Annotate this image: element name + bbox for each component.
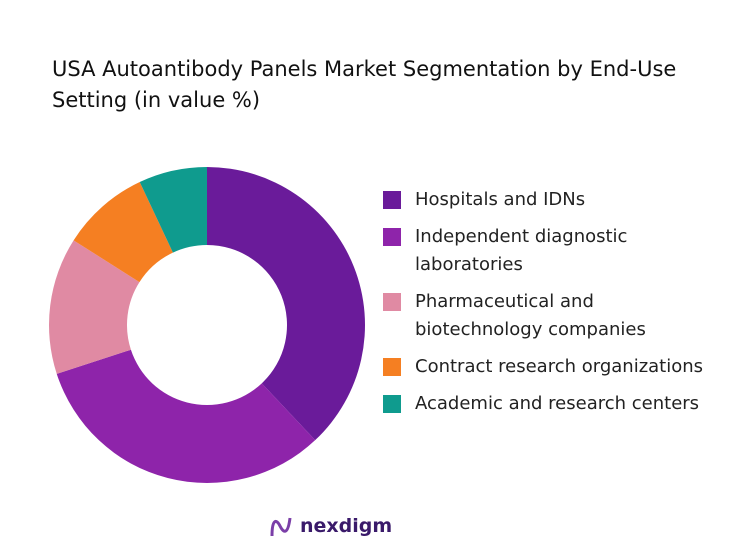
legend-swatch — [383, 358, 401, 376]
slice — [56, 349, 316, 483]
legend-item: Hospitals and IDNs — [383, 186, 723, 214]
chart — [49, 167, 366, 483]
slice — [207, 167, 366, 441]
slice — [49, 240, 140, 374]
legend-swatch — [383, 191, 401, 209]
chart-title: USA Autoantibody Panels Market Segmentat… — [52, 57, 677, 112]
logo: nexdigm — [300, 515, 393, 537]
slice — [139, 167, 207, 253]
legend-label: Hospitals and IDNs — [415, 189, 586, 210]
slice — [73, 182, 173, 283]
legend-swatch — [383, 293, 401, 311]
legend-swatch — [383, 395, 401, 413]
legend-label: Academic and research centers — [415, 393, 700, 414]
logo-icon — [270, 517, 292, 537]
legend: Hospitals and IDNs Independent diagnostic… — [383, 186, 723, 427]
legend-label: Contract research organizations — [415, 356, 704, 377]
legend-item: Independent diagnostic laboratories — [383, 223, 723, 279]
legend-label: Independent diagnostic laboratories — [415, 226, 628, 275]
legend-swatch — [383, 228, 401, 246]
legend-item: Pharmaceutical and biotechnology compani… — [383, 288, 723, 344]
legend-item: Academic and research centers — [383, 390, 723, 418]
legend-label: Pharmaceutical and biotechnology compani… — [415, 291, 646, 340]
legend-item: Contract research organizations — [383, 353, 723, 381]
